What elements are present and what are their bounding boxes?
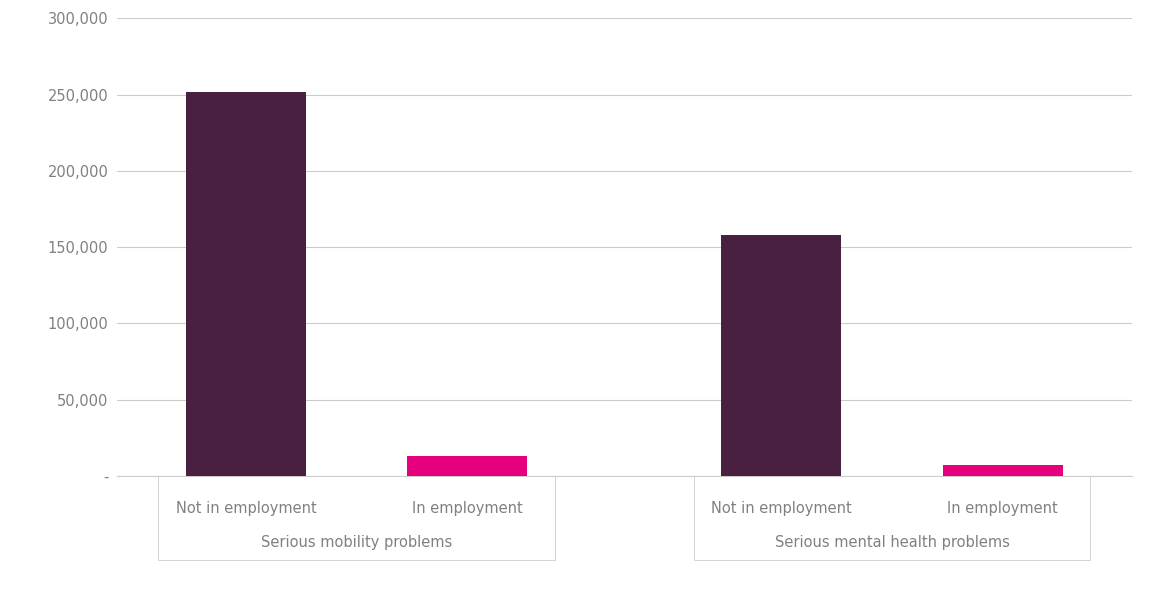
Bar	[721, 235, 841, 476]
Text: In employment: In employment	[412, 501, 523, 516]
Text: Not in employment: Not in employment	[175, 501, 316, 516]
Bar	[407, 456, 527, 476]
Text: Serious mobility problems: Serious mobility problems	[261, 536, 453, 550]
Bar	[186, 92, 306, 476]
Bar	[943, 465, 1063, 476]
Text: Serious mental health problems: Serious mental health problems	[775, 536, 1009, 550]
Text: In employment: In employment	[948, 501, 1058, 516]
Text: Not in employment: Not in employment	[711, 501, 852, 516]
